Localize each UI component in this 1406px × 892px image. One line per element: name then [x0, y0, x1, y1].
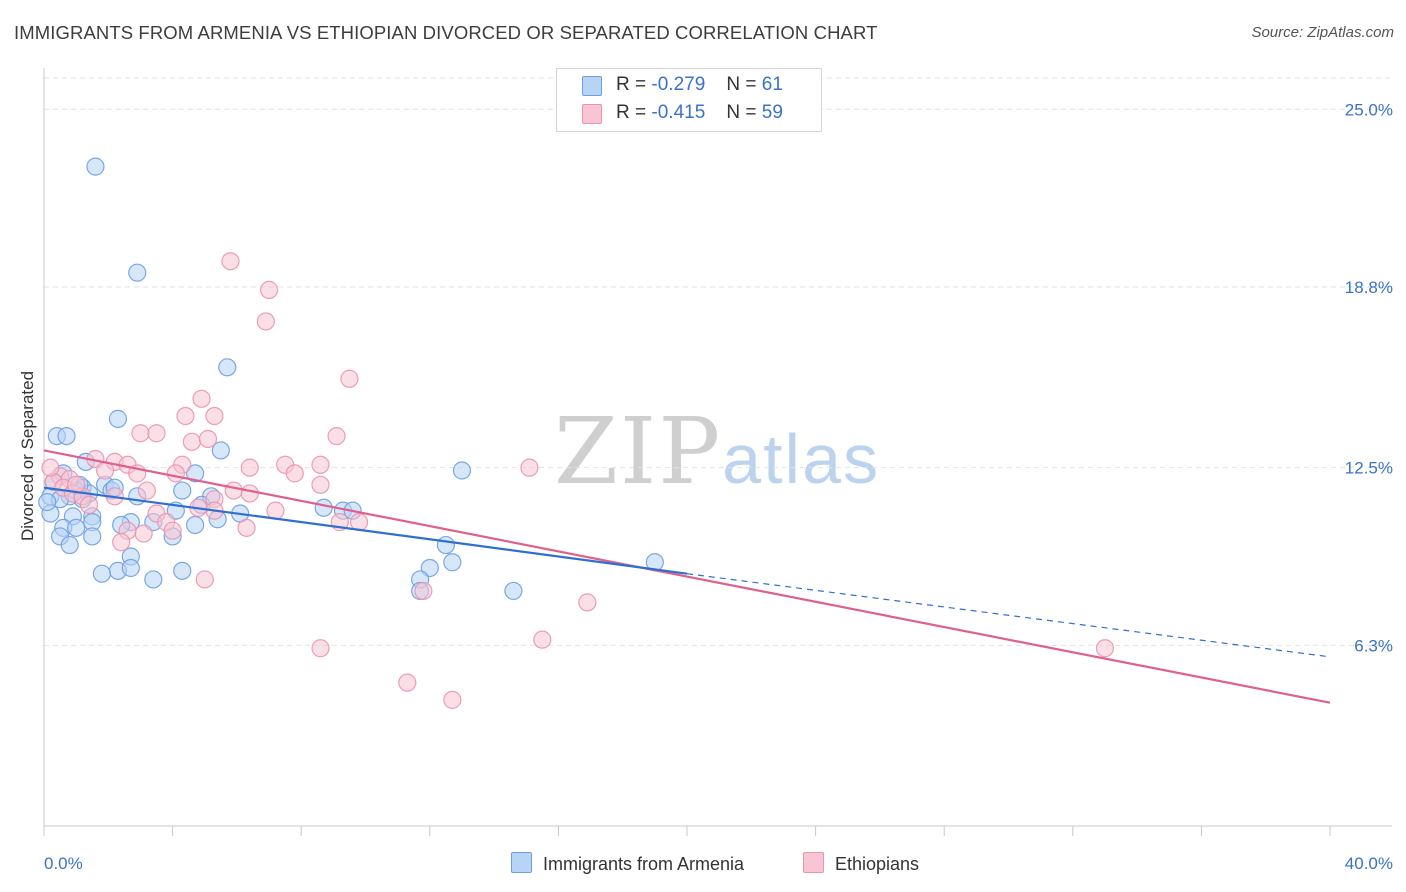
ethiopians-point: [240, 484, 259, 503]
legend-n-value: 59: [761, 102, 783, 123]
legend-r-value: -0.415: [651, 102, 706, 123]
ethiopians-swatch: [803, 852, 824, 873]
ethiopians-point: [240, 458, 259, 477]
ethiopians-point: [259, 280, 279, 299]
ethiopians-point: [578, 593, 597, 612]
armenia-point: [186, 464, 205, 483]
ethiopians-point: [192, 389, 211, 408]
armenia-trend-line: [43, 486, 688, 575]
y-tick-label: 25.0%: [1345, 100, 1393, 119]
armenia-point: [67, 518, 86, 537]
armenia-point: [121, 558, 140, 578]
ethiopians-point: [182, 432, 201, 451]
armenia-point: [108, 409, 128, 428]
ethiopians-point: [224, 481, 243, 500]
watermark: ZIPatlas: [554, 398, 880, 505]
armenia-point: [83, 527, 102, 546]
armenia-point: [60, 535, 79, 555]
source-credit: Source: ZipAtlas.com: [1251, 24, 1394, 41]
ethiopians-trend-line: [43, 449, 1331, 704]
ethiopians-point: [41, 458, 60, 477]
ethiopians-point: [520, 458, 539, 477]
armenia-point: [173, 561, 192, 580]
ethiopians-point: [266, 501, 285, 520]
armenia-point: [86, 157, 105, 176]
armenia-swatch: [582, 76, 602, 96]
ethiopians-point: [285, 464, 304, 483]
armenia-trend-extrapolation: [686, 573, 1331, 658]
ethiopians-point: [398, 673, 417, 692]
armenia-point: [211, 441, 230, 460]
y-tick-label: 6.3%: [1354, 636, 1393, 655]
armenia-point: [452, 461, 472, 480]
armenia-point: [128, 263, 147, 282]
legend-n-value: 61: [761, 74, 783, 95]
armenia-point: [57, 426, 76, 446]
ethiopians-point: [79, 495, 99, 515]
ethiopians-point: [112, 533, 131, 552]
ethiopians-point: [443, 690, 462, 709]
legend-n-label: N =: [726, 74, 757, 95]
legend-item-ethiopians: Ethiopians: [803, 852, 919, 875]
legend-r-label: R =: [616, 102, 647, 123]
ethiopians-point: [163, 521, 182, 540]
ethiopians-point: [67, 475, 86, 494]
armenia-point: [436, 535, 455, 555]
chart-title: IMMIGRANTS FROM ARMENIA VS ETHIOPIAN DIV…: [14, 22, 878, 43]
y-tick-label: 18.8%: [1345, 278, 1393, 297]
armenia-point: [443, 553, 462, 572]
ethiopians-point: [1095, 639, 1115, 658]
watermark-zip: ZIP: [554, 398, 723, 505]
legend-n-label: N =: [726, 102, 757, 123]
ethiopians-point: [414, 581, 433, 601]
armenia-swatch: [511, 852, 532, 873]
ethiopians-point: [311, 475, 330, 494]
stats-legend: R = -0.279 N = 61 R = -0.415 N = 59: [556, 68, 822, 132]
armenia-point: [144, 570, 163, 589]
ethiopians-point: [134, 524, 153, 543]
y-tick-label: 12.5%: [1345, 459, 1393, 478]
ethiopians-point: [147, 424, 166, 443]
x-tick-label: 40.0%: [1345, 854, 1393, 873]
ethiopians-point: [256, 312, 275, 331]
legend-label-ethiopians: Ethiopians: [835, 854, 920, 874]
legend-r-label: R =: [616, 74, 647, 95]
ethiopians-point: [311, 455, 330, 474]
ethiopians-point: [340, 369, 359, 388]
ethiopians-point: [176, 406, 195, 426]
ethiopians-swatch: [582, 104, 602, 124]
armenia-point: [186, 515, 205, 535]
ethiopians-point: [311, 639, 330, 658]
ethiopians-point: [198, 429, 218, 449]
watermark-atlas: atlas: [722, 420, 881, 498]
ethiopians-point: [166, 464, 185, 483]
y-axis-label: Divorced or Separated: [18, 370, 37, 542]
armenia-point: [314, 498, 333, 517]
ethiopians-point: [533, 630, 552, 649]
armenia-point: [92, 564, 111, 583]
ethiopians-point: [195, 570, 214, 589]
ethiopians-point: [137, 481, 156, 500]
x-tick-label: 0.0%: [44, 854, 83, 873]
armenia-point: [218, 358, 237, 377]
legend-label-armenia: Immigrants from Armenia: [543, 854, 745, 874]
ethiopians-point: [131, 424, 150, 443]
ethiopians-point: [205, 406, 224, 426]
ethiopians-point: [327, 426, 346, 446]
armenia-point: [38, 492, 57, 512]
ethiopians-point: [237, 518, 256, 537]
armenia-point: [504, 581, 523, 601]
legend-item-armenia: Immigrants from Armenia: [511, 852, 744, 875]
legend-r-value: -0.279: [651, 74, 706, 95]
ethiopians-point: [221, 252, 240, 271]
armenia-point: [173, 481, 192, 500]
